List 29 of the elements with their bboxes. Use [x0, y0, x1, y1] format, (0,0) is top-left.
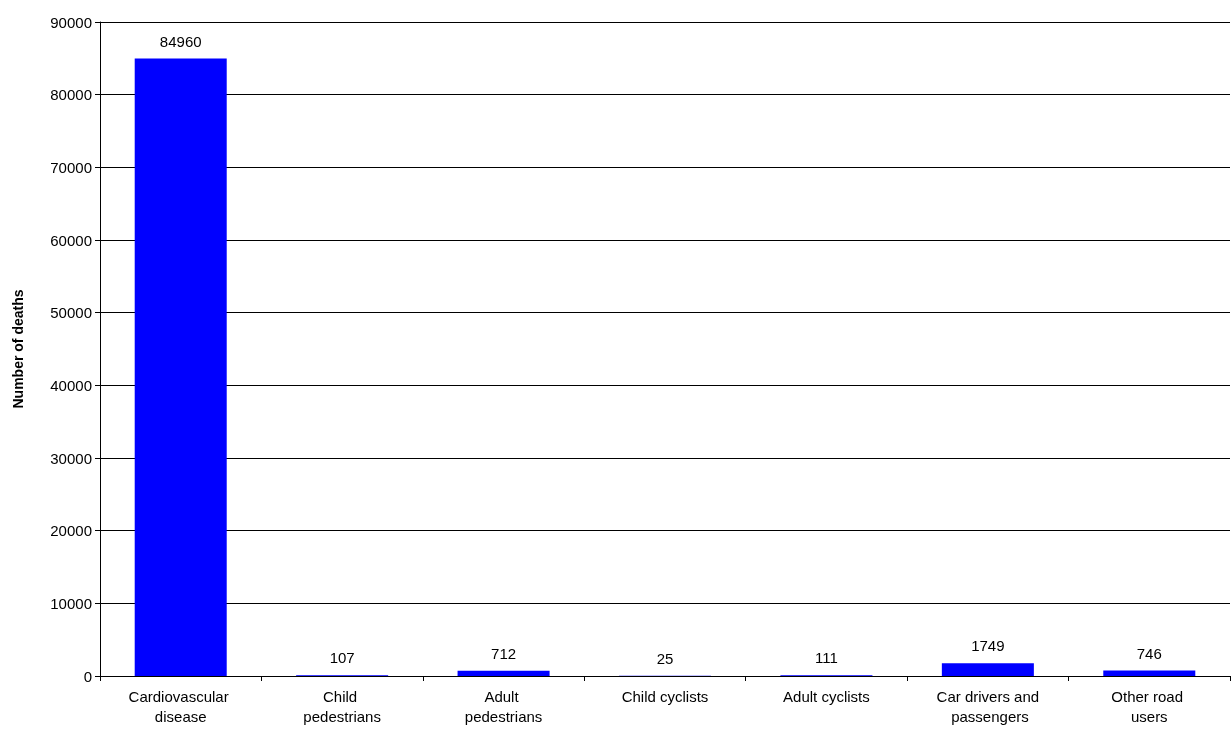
y-tick-label: 80000	[50, 86, 92, 104]
x-tick-label: Adult pedestrians	[464, 687, 543, 725]
y-tick-label: 30000	[50, 449, 92, 467]
x-tick-label: Child pedestrians	[303, 687, 381, 725]
data-label: 111	[815, 649, 838, 667]
x-tick-label: Adult cyclists	[783, 687, 870, 705]
y-tick-label: 20000	[50, 522, 92, 540]
y-tick-label: 10000	[50, 594, 92, 612]
data-label: 746	[1136, 644, 1162, 662]
data-label: 25	[656, 649, 674, 667]
bar	[1103, 670, 1196, 676]
y-tick-label: 0	[83, 667, 92, 685]
data-label: 712	[491, 644, 517, 662]
y-tick-label: 70000	[50, 158, 92, 176]
data-label: 84960	[159, 32, 202, 50]
x-tick-label: Cardiovascular disease	[128, 687, 233, 725]
y-tick-label: 40000	[50, 376, 92, 394]
data-label: 1749	[971, 637, 1005, 655]
data-label: 107	[329, 649, 355, 667]
x-tick-label: Child cyclists	[621, 687, 709, 705]
y-tick-label: 60000	[50, 231, 92, 249]
y-tick-label: 50000	[50, 304, 92, 322]
x-tick-label: Other road users	[1111, 687, 1188, 725]
x-tick-label: Car drivers and passengers	[936, 687, 1040, 725]
y-axis-title: Number of deaths	[10, 289, 26, 409]
bar	[457, 670, 550, 676]
bar	[941, 663, 1034, 676]
y-tick-label: 90000	[50, 13, 92, 31]
bar	[134, 58, 227, 676]
